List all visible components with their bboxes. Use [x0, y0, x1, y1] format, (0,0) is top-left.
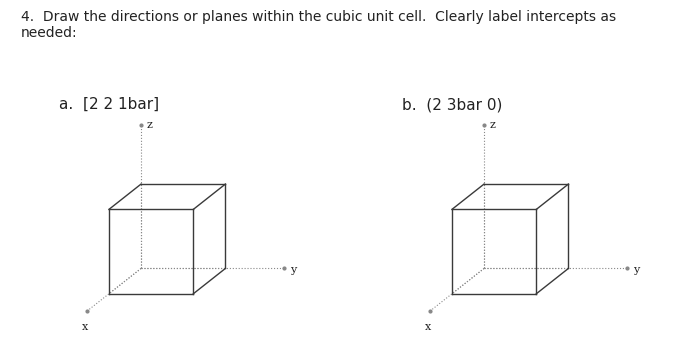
- Text: y: y: [290, 265, 296, 275]
- Text: a.  [2 2 1bar]: a. [2 2 1bar]: [59, 97, 159, 112]
- Text: 4.  Draw the directions or planes within the cubic unit cell.  Clearly label int: 4. Draw the directions or planes within …: [21, 10, 616, 41]
- Text: x: x: [425, 323, 431, 332]
- Text: b.  (2 3bar 0): b. (2 3bar 0): [402, 97, 502, 112]
- Text: z: z: [146, 120, 152, 130]
- Text: z: z: [489, 120, 495, 130]
- Text: x: x: [82, 323, 88, 332]
- Text: y: y: [633, 265, 639, 275]
